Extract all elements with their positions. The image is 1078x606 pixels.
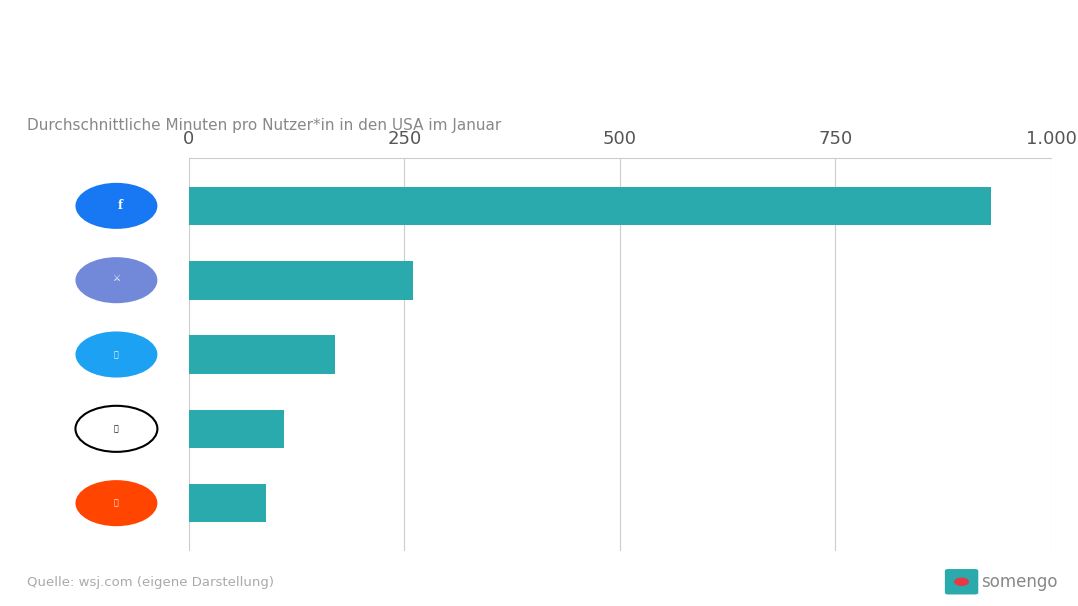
Text: 🐦: 🐦 xyxy=(114,350,119,359)
Text: Quelle: wsj.com (eigene Darstellung): Quelle: wsj.com (eigene Darstellung) xyxy=(27,576,274,590)
Text: ⚔: ⚔ xyxy=(112,275,121,284)
Text: Durchschnittliche Minuten pro Nutzer*in in den USA im Januar: Durchschnittliche Minuten pro Nutzer*in … xyxy=(27,118,501,133)
Bar xyxy=(189,335,335,374)
Text: 👽: 👽 xyxy=(114,499,119,508)
Bar xyxy=(189,187,991,225)
Bar xyxy=(189,261,413,299)
Bar xyxy=(189,484,266,522)
Text: ZEIT, DIE AUF SOCIAL-MEDIA-KANÄLEN VERBRACHT WIRD: ZEIT, DIE AUF SOCIAL-MEDIA-KANÄLEN VERBR… xyxy=(24,33,1078,70)
Bar xyxy=(189,410,284,448)
Text: somengo: somengo xyxy=(981,573,1058,591)
Text: 👻: 👻 xyxy=(114,424,119,433)
Text: f: f xyxy=(118,199,122,212)
